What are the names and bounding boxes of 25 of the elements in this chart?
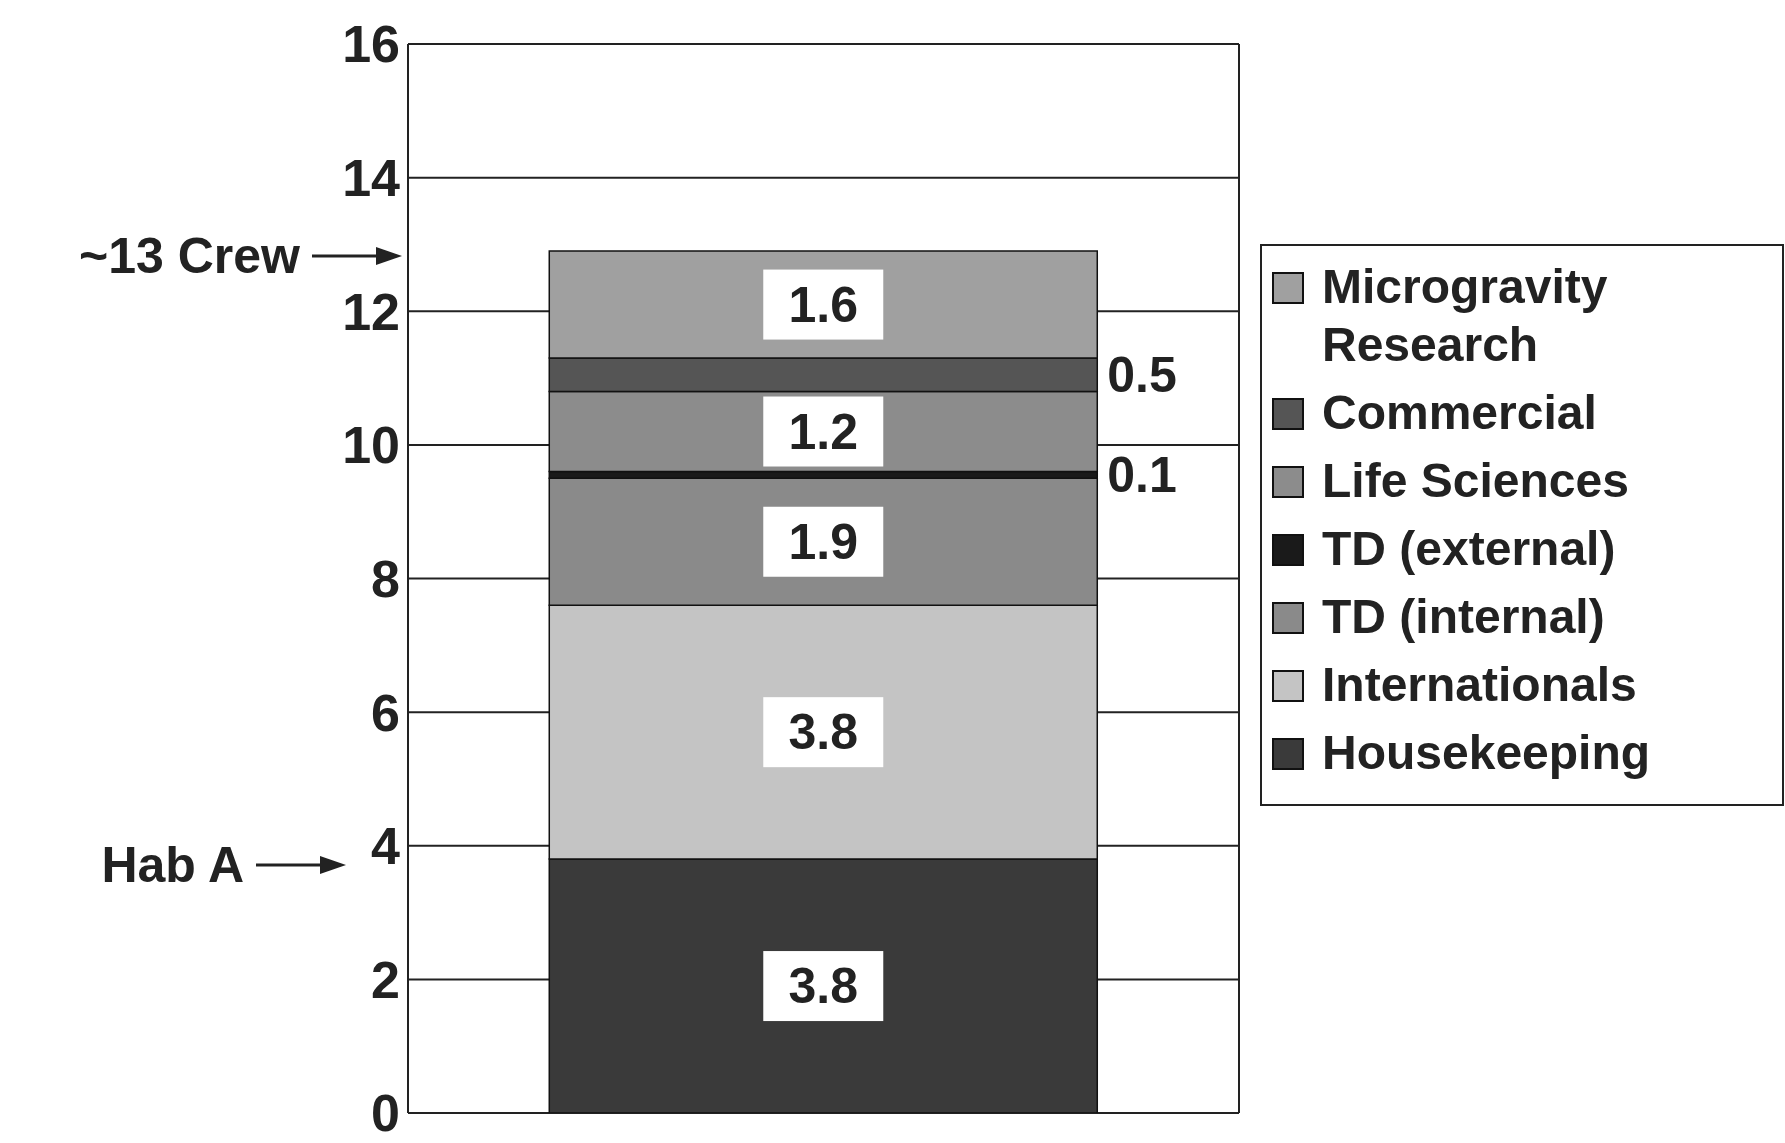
data-label: 0.1 [1107,446,1177,503]
data-label: 3.8 [788,958,859,1015]
text: ~13 Crew [79,228,301,284]
legend-label: TD (internal) [1322,589,1605,645]
legend-label: Life Sciences [1322,453,1629,509]
y-tick-label: 12 [342,282,400,341]
y-tick-label: 10 [342,416,400,475]
y-tick-label: 14 [342,149,401,208]
data-label: 0.5 [1107,346,1177,403]
y-tick-label: 6 [371,683,400,742]
data-label: 1.9 [788,513,859,570]
y-tick-label: 0 [371,1084,400,1143]
legend-label: Microgravity Research [1322,259,1609,373]
legend-label: Commercial [1322,385,1597,441]
legend-label: Housekeeping [1322,725,1651,781]
y-tick-label: 16 [342,15,400,74]
text: Hab A [101,837,244,893]
data-label: 1.6 [788,276,859,333]
data-label: 1.2 [788,403,859,460]
legend-label: Internationals [1322,657,1637,713]
y-tick-label: 2 [371,950,400,1009]
y-tick-label: 4 [371,817,401,876]
legend-label: TD (external) [1322,521,1616,577]
data-label: 3.8 [788,704,859,761]
y-tick-label: 8 [371,549,400,608]
